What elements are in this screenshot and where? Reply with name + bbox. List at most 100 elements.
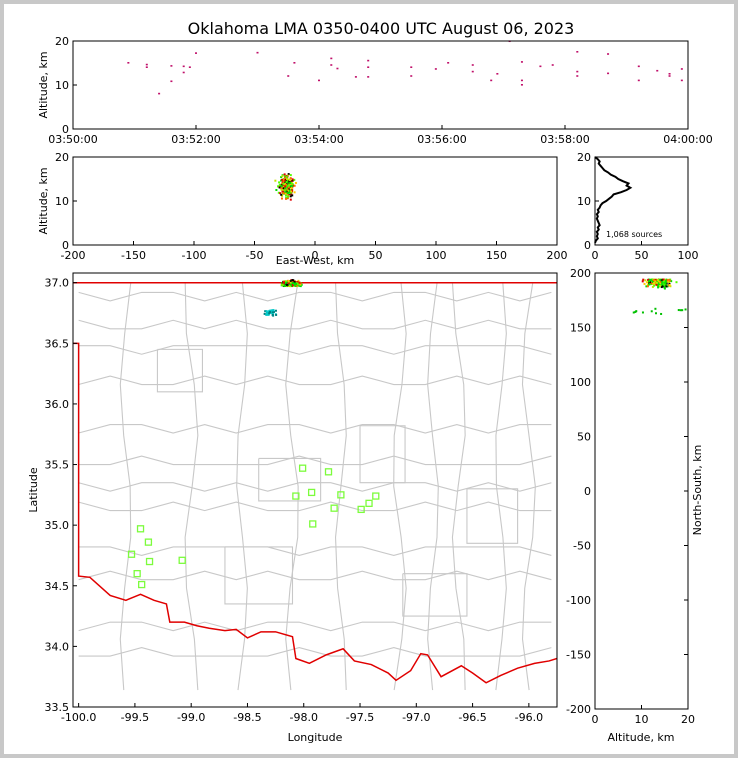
state-border — [73, 281, 557, 684]
ew-altitude-source — [284, 192, 287, 195]
altitude-ns-source — [668, 284, 671, 287]
time-altitude-point — [668, 75, 671, 77]
altitude-ns-source — [649, 278, 652, 281]
plan-view-source — [286, 280, 289, 283]
time-altitude-x-tick-label: 03:58:00 — [540, 133, 589, 146]
time-altitude-point — [434, 68, 437, 70]
ew-altitude-source — [277, 185, 280, 188]
ew-altitude-source — [289, 181, 292, 184]
altitude-ns-source — [654, 312, 657, 315]
lma-station-marker — [136, 525, 145, 533]
plan-view-source — [272, 310, 275, 313]
time-altitude-point — [127, 62, 130, 64]
ew-x-tick-label: 150 — [486, 249, 507, 262]
county-line — [156, 348, 203, 393]
time-altitude-point — [471, 64, 474, 66]
ew-altitude-source — [281, 185, 284, 188]
ew-altitude-source — [282, 192, 285, 195]
plan-view-source — [299, 283, 302, 286]
altitude-ns-source — [681, 309, 684, 312]
plan-view-source — [284, 284, 287, 287]
ew-altitude-source — [290, 184, 293, 187]
altitude-ns-source — [668, 279, 671, 282]
ew-altitude-ylabel: Altitude, km — [37, 167, 50, 234]
altitude-ns-source — [660, 286, 663, 289]
ew-altitude-source — [278, 186, 281, 189]
ns-y-tick-label: -100 — [566, 594, 591, 607]
time-altitude-point — [287, 75, 290, 77]
ew-altitude-source — [286, 197, 289, 200]
plan-view-source — [270, 309, 273, 312]
altitude-ns-source — [641, 280, 644, 283]
ew-altitude-source — [286, 182, 289, 185]
county-line — [495, 282, 507, 691]
time-altitude-x-tick-label: 03:50:00 — [48, 133, 97, 146]
altitude-ns-source — [657, 286, 660, 289]
county-line — [78, 319, 552, 330]
ew-altitude-source — [286, 178, 289, 181]
lma-station-marker — [357, 505, 365, 514]
ew-altitude-axes — [72, 156, 558, 246]
ew-altitude-source — [290, 180, 293, 183]
ew-altitude-source — [280, 185, 283, 188]
altitude-ns-source — [660, 282, 663, 285]
figure-title: Oklahoma LMA 0350-0400 UTC August 06, 20… — [188, 19, 575, 38]
ew-altitude-source — [287, 183, 290, 186]
altitude-ns-source — [684, 308, 687, 311]
plan-view-axes — [72, 272, 558, 708]
hist-y-tick-label: 20 — [577, 151, 591, 164]
ew-altitude-panel: -200 -150 -100 -50 0 50 100 150 200 0 10 20 Altitud… — [37, 151, 568, 267]
ew-altitude-source — [291, 183, 294, 186]
lma-station-marker — [330, 504, 338, 512]
ew-altitude-source — [294, 181, 297, 184]
altitude-ns-source — [647, 278, 650, 281]
ew-x-tick-label: -100 — [182, 249, 207, 262]
county-line — [78, 482, 552, 492]
plan-y-tick-label: 34.5 — [45, 580, 70, 593]
time-altitude-point — [318, 79, 320, 82]
ew-altitude-source — [285, 183, 288, 186]
altitude-ns-source — [669, 285, 672, 288]
time-altitude-point — [490, 79, 493, 82]
time-altitude-point — [576, 70, 579, 73]
plan-view-source — [264, 310, 267, 313]
time-altitude-point — [195, 52, 197, 54]
altitude-ns-source — [652, 279, 655, 282]
ew-altitude-xlabel: East-West, km — [276, 254, 354, 267]
ns-x-tick-label: 10 — [635, 713, 649, 726]
county-line — [359, 425, 406, 484]
altitude-ns-source — [663, 287, 666, 290]
altitude-ns-source — [660, 312, 663, 315]
lma-figure-svg: Oklahoma LMA 0350-0400 UTC August 06, 20… — [27, 19, 713, 744]
time-altitude-point — [293, 62, 296, 64]
ew-altitude-source — [287, 195, 290, 198]
ew-altitude-source — [285, 186, 288, 189]
ns-x-tick-label: 0 — [592, 713, 599, 726]
ew-altitude-source — [290, 187, 293, 190]
altitude-ns-source — [651, 285, 654, 288]
ew-altitude-source — [281, 194, 284, 197]
altitude-ns-source — [659, 284, 662, 287]
lma-station-marker — [127, 550, 136, 558]
altitude-ns-source — [650, 279, 653, 282]
time-altitude-point — [256, 51, 259, 54]
lma-station-marker — [307, 488, 316, 497]
ns-y-tick-label: 100 — [570, 376, 591, 389]
altitude-ns-source — [632, 311, 635, 314]
ew-altitude-source — [284, 185, 287, 188]
time-altitude-point — [170, 80, 173, 83]
hist-x-tick-label: 0 — [592, 249, 599, 262]
lma-station-marker — [298, 464, 307, 472]
altitude-ns-source — [665, 282, 668, 285]
time-altitude-point — [656, 69, 659, 72]
ew-x-tick-label: 50 — [369, 249, 383, 262]
altitude-ns-source — [661, 280, 664, 283]
time-altitude-point — [520, 79, 523, 82]
lma-station-marker — [133, 569, 141, 578]
ew-altitude-source — [287, 173, 290, 176]
altitude-ns-source — [664, 279, 667, 282]
altitude-ns-source — [657, 283, 660, 286]
lma-station-marker — [309, 520, 317, 528]
ew-altitude-source — [284, 187, 287, 190]
county-boundaries — [78, 282, 552, 691]
